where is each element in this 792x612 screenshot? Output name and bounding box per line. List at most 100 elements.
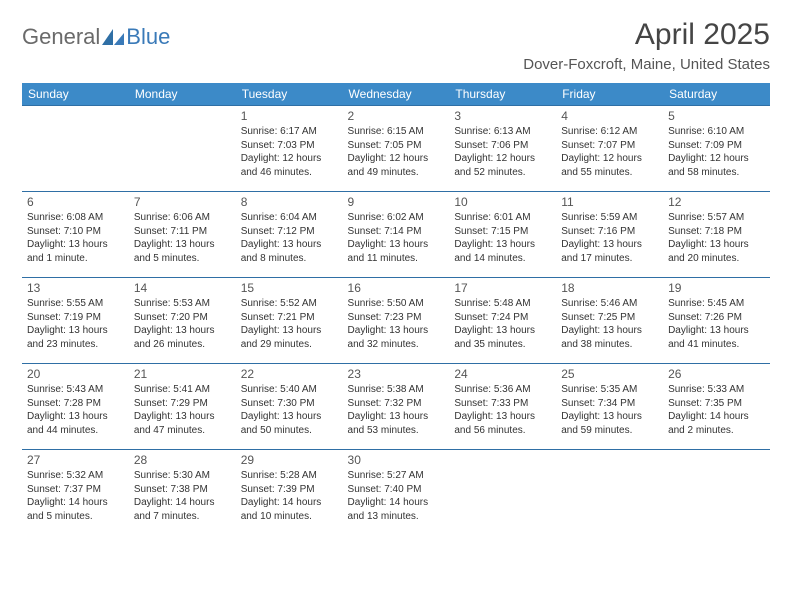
daylight-line: Daylight: 12 hours	[241, 152, 338, 166]
day-number: 12	[668, 195, 765, 209]
daylight-line: and 59 minutes.	[561, 424, 658, 438]
sunset-line: Sunset: 7:34 PM	[561, 397, 658, 411]
daylight-line: and 14 minutes.	[454, 252, 551, 266]
month-title: April 2025	[523, 18, 770, 52]
page-header: General Blue April 2025 Dover-Foxcroft, …	[22, 18, 770, 73]
sunset-line: Sunset: 7:28 PM	[27, 397, 124, 411]
sunset-line: Sunset: 7:03 PM	[241, 139, 338, 153]
daylight-line: Daylight: 13 hours	[561, 324, 658, 338]
calendar-cell: 25Sunrise: 5:35 AMSunset: 7:34 PMDayligh…	[556, 364, 663, 450]
daylight-line: Daylight: 13 hours	[454, 410, 551, 424]
calendar-cell: 3Sunrise: 6:13 AMSunset: 7:06 PMDaylight…	[449, 106, 556, 192]
calendar-week-row: 27Sunrise: 5:32 AMSunset: 7:37 PMDayligh…	[22, 450, 770, 536]
daylight-line: and 58 minutes.	[668, 166, 765, 180]
calendar-cell: 15Sunrise: 5:52 AMSunset: 7:21 PMDayligh…	[236, 278, 343, 364]
sunrise-line: Sunrise: 5:59 AM	[561, 211, 658, 225]
calendar-cell: 22Sunrise: 5:40 AMSunset: 7:30 PMDayligh…	[236, 364, 343, 450]
day-number: 4	[561, 109, 658, 123]
calendar-cell: 21Sunrise: 5:41 AMSunset: 7:29 PMDayligh…	[129, 364, 236, 450]
sunrise-line: Sunrise: 5:33 AM	[668, 383, 765, 397]
daylight-line: and 29 minutes.	[241, 338, 338, 352]
daylight-line: and 26 minutes.	[134, 338, 231, 352]
daylight-line: Daylight: 13 hours	[561, 238, 658, 252]
weekday-header: Thursday	[449, 83, 556, 106]
calendar-cell: 24Sunrise: 5:36 AMSunset: 7:33 PMDayligh…	[449, 364, 556, 450]
day-number: 3	[454, 109, 551, 123]
calendar-cell: 23Sunrise: 5:38 AMSunset: 7:32 PMDayligh…	[343, 364, 450, 450]
sunrise-line: Sunrise: 5:36 AM	[454, 383, 551, 397]
daylight-line: Daylight: 14 hours	[27, 496, 124, 510]
sunrise-line: Sunrise: 5:30 AM	[134, 469, 231, 483]
daylight-line: and 7 minutes.	[134, 510, 231, 524]
sunrise-line: Sunrise: 6:15 AM	[348, 125, 445, 139]
sunrise-line: Sunrise: 6:10 AM	[668, 125, 765, 139]
sunset-line: Sunset: 7:35 PM	[668, 397, 765, 411]
daylight-line: Daylight: 13 hours	[134, 324, 231, 338]
daylight-line: and 8 minutes.	[241, 252, 338, 266]
sunset-line: Sunset: 7:12 PM	[241, 225, 338, 239]
title-block: April 2025 Dover-Foxcroft, Maine, United…	[523, 18, 770, 73]
daylight-line: Daylight: 14 hours	[134, 496, 231, 510]
daylight-line: and 53 minutes.	[348, 424, 445, 438]
calendar-cell	[129, 106, 236, 192]
daylight-line: Daylight: 13 hours	[27, 238, 124, 252]
daylight-line: Daylight: 13 hours	[27, 410, 124, 424]
daylight-line: and 50 minutes.	[241, 424, 338, 438]
daylight-line: and 49 minutes.	[348, 166, 445, 180]
daylight-line: and 41 minutes.	[668, 338, 765, 352]
daylight-line: and 1 minute.	[27, 252, 124, 266]
brand-sail-icon	[102, 29, 124, 45]
daylight-line: and 2 minutes.	[668, 424, 765, 438]
sunset-line: Sunset: 7:40 PM	[348, 483, 445, 497]
weekday-header: Sunday	[22, 83, 129, 106]
sunrise-line: Sunrise: 5:50 AM	[348, 297, 445, 311]
sunset-line: Sunset: 7:38 PM	[134, 483, 231, 497]
calendar-cell: 13Sunrise: 5:55 AMSunset: 7:19 PMDayligh…	[22, 278, 129, 364]
daylight-line: Daylight: 13 hours	[241, 410, 338, 424]
daylight-line: and 35 minutes.	[454, 338, 551, 352]
daylight-line: Daylight: 12 hours	[668, 152, 765, 166]
daylight-line: and 10 minutes.	[241, 510, 338, 524]
day-number: 11	[561, 195, 658, 209]
calendar-cell: 29Sunrise: 5:28 AMSunset: 7:39 PMDayligh…	[236, 450, 343, 536]
calendar-cell: 7Sunrise: 6:06 AMSunset: 7:11 PMDaylight…	[129, 192, 236, 278]
day-number: 19	[668, 281, 765, 295]
daylight-line: Daylight: 12 hours	[454, 152, 551, 166]
day-number: 28	[134, 453, 231, 467]
sunrise-line: Sunrise: 6:06 AM	[134, 211, 231, 225]
calendar-cell	[556, 450, 663, 536]
sunset-line: Sunset: 7:23 PM	[348, 311, 445, 325]
sunset-line: Sunset: 7:10 PM	[27, 225, 124, 239]
day-number: 5	[668, 109, 765, 123]
brand-text-general: General	[22, 24, 100, 50]
sunrise-line: Sunrise: 5:27 AM	[348, 469, 445, 483]
day-number: 14	[134, 281, 231, 295]
sunrise-line: Sunrise: 6:08 AM	[27, 211, 124, 225]
calendar-cell: 8Sunrise: 6:04 AMSunset: 7:12 PMDaylight…	[236, 192, 343, 278]
weekday-header: Tuesday	[236, 83, 343, 106]
calendar-cell: 6Sunrise: 6:08 AMSunset: 7:10 PMDaylight…	[22, 192, 129, 278]
sunrise-line: Sunrise: 6:02 AM	[348, 211, 445, 225]
daylight-line: and 44 minutes.	[27, 424, 124, 438]
day-number: 2	[348, 109, 445, 123]
day-number: 17	[454, 281, 551, 295]
weekday-header: Wednesday	[343, 83, 450, 106]
sunrise-line: Sunrise: 5:48 AM	[454, 297, 551, 311]
daylight-line: Daylight: 13 hours	[348, 324, 445, 338]
daylight-line: Daylight: 13 hours	[348, 410, 445, 424]
calendar-cell: 11Sunrise: 5:59 AMSunset: 7:16 PMDayligh…	[556, 192, 663, 278]
daylight-line: Daylight: 13 hours	[561, 410, 658, 424]
calendar-cell: 16Sunrise: 5:50 AMSunset: 7:23 PMDayligh…	[343, 278, 450, 364]
calendar-cell	[449, 450, 556, 536]
daylight-line: and 23 minutes.	[27, 338, 124, 352]
calendar-table: Sunday Monday Tuesday Wednesday Thursday…	[22, 83, 770, 536]
sunrise-line: Sunrise: 6:01 AM	[454, 211, 551, 225]
sunrise-line: Sunrise: 5:53 AM	[134, 297, 231, 311]
sunset-line: Sunset: 7:33 PM	[454, 397, 551, 411]
daylight-line: Daylight: 13 hours	[668, 324, 765, 338]
calendar-cell	[663, 450, 770, 536]
sunrise-line: Sunrise: 6:12 AM	[561, 125, 658, 139]
day-number: 10	[454, 195, 551, 209]
calendar-cell: 2Sunrise: 6:15 AMSunset: 7:05 PMDaylight…	[343, 106, 450, 192]
daylight-line: Daylight: 13 hours	[454, 324, 551, 338]
